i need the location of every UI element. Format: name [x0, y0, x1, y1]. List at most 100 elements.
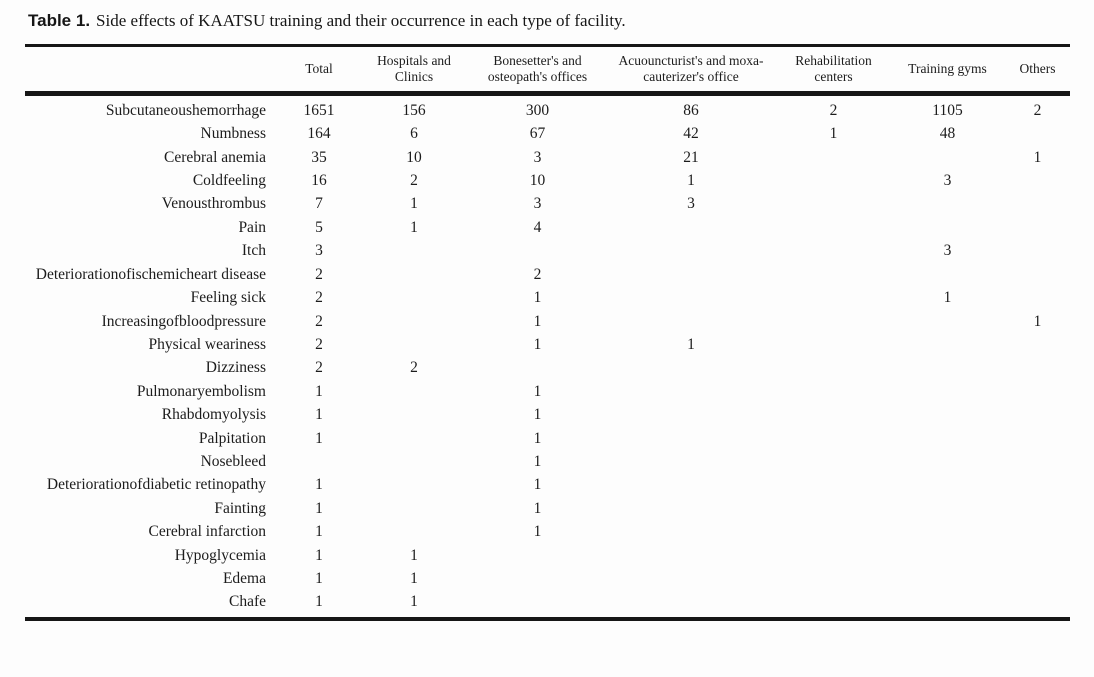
- table-row: Venousthrombus 7 1 3 3: [25, 192, 1070, 215]
- cell-value: 35: [311, 148, 327, 166]
- cell-value: 1: [829, 125, 838, 143]
- cell-value: [605, 310, 777, 333]
- table-row: Deteriorationofischemicheart disease 2 2: [25, 263, 1070, 286]
- cell-value: 1: [315, 569, 323, 587]
- cell-value: [1005, 427, 1070, 450]
- cell-value: [1005, 122, 1070, 145]
- row-label: Palpitation: [198, 429, 266, 447]
- row-label: Physical weariness: [148, 335, 266, 353]
- table-row: Nosebleed 1: [25, 450, 1070, 473]
- cell-value: [777, 544, 890, 567]
- table-row: Dizziness 2 2: [25, 356, 1070, 379]
- row-label: Deteriorationofischemicheart disease: [35, 265, 266, 283]
- row-label-header: [25, 46, 280, 94]
- cell-value: 1: [315, 382, 323, 400]
- cell-value: 1: [943, 289, 952, 307]
- cell-value: 86: [683, 101, 699, 119]
- cell-value: [777, 333, 890, 356]
- cell-value: [777, 263, 890, 286]
- cell-value: [1005, 169, 1070, 192]
- cell-value: [358, 380, 470, 403]
- cell-value: 2: [410, 172, 418, 190]
- cell-value: [358, 310, 470, 333]
- row-label: Chafe: [228, 593, 266, 611]
- cell-value: [890, 450, 1005, 473]
- cell-value: [890, 216, 1005, 239]
- cell-value: [605, 450, 777, 473]
- cell-value: 3: [687, 195, 695, 213]
- table-row: Fainting 1 1: [25, 497, 1070, 520]
- cell-value: 3: [533, 148, 542, 166]
- column-header: Total: [305, 60, 333, 76]
- table-row: Palpitation 1 1: [25, 427, 1070, 450]
- cell-value: 1: [533, 382, 542, 400]
- column-header: Rehabilitation centers: [795, 53, 872, 84]
- cell-value: [890, 567, 1005, 590]
- table-row: Subcutaneoushemorrhage 1651 156 300 86 2 1105 2: [25, 93, 1070, 122]
- table-row: Increasingofbloodpressure 2 1 1: [25, 310, 1070, 333]
- column-header: Training gyms: [908, 60, 987, 76]
- cell-value: 2: [315, 289, 323, 307]
- cell-value: 1: [533, 452, 542, 470]
- table-body: Subcutaneoushemorrhage 1651 156 300 86 2 1105 2…: [25, 93, 1070, 618]
- cell-value: [1005, 380, 1070, 403]
- cell-value: 2: [315, 265, 323, 283]
- cell-value: [605, 567, 777, 590]
- cell-value: [605, 427, 777, 450]
- cell-value: [890, 427, 1005, 450]
- cell-value: [1005, 403, 1070, 426]
- row-label: Subcutaneoushemorrhage: [105, 101, 266, 119]
- row-label: Venousthrombus: [161, 195, 266, 213]
- cell-value: 1: [410, 593, 418, 611]
- cell-value: 1: [410, 569, 418, 587]
- cell-value: [777, 403, 890, 426]
- cell-value: 1: [410, 195, 418, 213]
- cell-value: 2: [410, 359, 418, 377]
- cell-value: 1: [533, 406, 542, 424]
- cell-value: [890, 544, 1005, 567]
- cell-value: [358, 333, 470, 356]
- cell-value: 2: [315, 335, 323, 353]
- row-label: Rhabdomyolysis: [161, 406, 266, 424]
- cell-value: [605, 497, 777, 520]
- cell-value: [1005, 450, 1070, 473]
- cell-value: [777, 590, 890, 618]
- cell-value: 1: [533, 429, 542, 447]
- cell-value: [777, 450, 890, 473]
- cell-value: 300: [525, 101, 550, 119]
- cell-value: 3: [315, 242, 323, 260]
- cell-value: [605, 544, 777, 567]
- cell-value: 5: [315, 218, 323, 236]
- cell-value: [358, 239, 470, 262]
- cell-value: [1005, 192, 1070, 215]
- cell-value: [358, 263, 470, 286]
- cell-value: [777, 520, 890, 543]
- row-label: Itch: [241, 242, 266, 260]
- row-label: Coldfeeling: [192, 172, 266, 190]
- cell-value: [470, 567, 605, 590]
- table-row: Physical weariness 2 1 1: [25, 333, 1070, 356]
- cell-value: [1005, 356, 1070, 379]
- cell-value: 4: [533, 218, 542, 236]
- cell-value: [358, 403, 470, 426]
- table-caption-text: Side effects of KAATSU training and thei…: [96, 11, 626, 30]
- cell-value: [890, 146, 1005, 169]
- cell-value: 2: [829, 101, 838, 119]
- table-row: Chafe 1 1: [25, 590, 1070, 618]
- row-label: Increasingofbloodpressure: [101, 312, 266, 330]
- cell-value: [1005, 263, 1070, 286]
- row-label: Pain: [238, 218, 266, 236]
- cell-value: [890, 590, 1005, 618]
- cell-value: [777, 380, 890, 403]
- cell-value: 1: [1033, 312, 1042, 330]
- cell-value: 10: [529, 172, 546, 190]
- cell-value: [605, 239, 777, 262]
- cell-value: 1: [315, 523, 323, 541]
- cell-value: 1: [533, 499, 542, 517]
- cell-value: 16: [311, 172, 327, 190]
- cell-value: [1005, 473, 1070, 496]
- table-caption-number: Table 1.: [28, 11, 91, 30]
- cell-value: 1651: [303, 101, 335, 119]
- table-row: Deteriorationofdiabetic retinopathy 1 1: [25, 473, 1070, 496]
- cell-value: [890, 263, 1005, 286]
